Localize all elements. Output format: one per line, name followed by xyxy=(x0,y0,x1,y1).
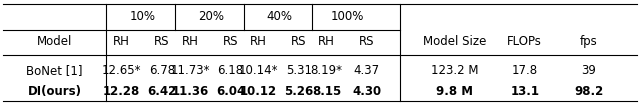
Text: RS: RS xyxy=(223,35,238,48)
Text: 123.2 M: 123.2 M xyxy=(431,64,478,77)
Text: 11.73*: 11.73* xyxy=(170,64,210,77)
Text: 6.78: 6.78 xyxy=(149,64,175,77)
Text: 6.04: 6.04 xyxy=(216,85,245,98)
Text: 10%: 10% xyxy=(130,10,156,23)
Text: 100%: 100% xyxy=(331,10,364,23)
Text: BoNet [1]: BoNet [1] xyxy=(26,64,83,77)
Text: RS: RS xyxy=(154,35,170,48)
Text: RH: RH xyxy=(318,35,335,48)
Text: 5.26: 5.26 xyxy=(284,85,314,98)
Text: FLOPs: FLOPs xyxy=(508,35,542,48)
Text: 39: 39 xyxy=(581,64,596,77)
Text: 12.28: 12.28 xyxy=(103,85,140,98)
Text: 10.14*: 10.14* xyxy=(239,64,278,77)
Text: Model: Model xyxy=(36,35,72,48)
Text: 8.15: 8.15 xyxy=(312,85,341,98)
Text: RS: RS xyxy=(359,35,374,48)
Text: RS: RS xyxy=(291,35,307,48)
Text: DI(ours): DI(ours) xyxy=(28,85,81,98)
Text: RH: RH xyxy=(113,35,130,48)
Text: 40%: 40% xyxy=(267,10,292,23)
Text: 10.12: 10.12 xyxy=(240,85,277,98)
Text: 6.18: 6.18 xyxy=(218,64,243,77)
Text: 6.42: 6.42 xyxy=(147,85,177,98)
Text: 4.37: 4.37 xyxy=(354,64,380,77)
Text: Model Size: Model Size xyxy=(422,35,486,48)
Text: 8.19*: 8.19* xyxy=(310,64,342,77)
Text: 9.8 M: 9.8 M xyxy=(436,85,473,98)
Text: 4.30: 4.30 xyxy=(352,85,381,98)
Text: fps: fps xyxy=(580,35,598,48)
Text: 11.36: 11.36 xyxy=(172,85,209,98)
Text: RH: RH xyxy=(182,35,198,48)
Text: 5.31: 5.31 xyxy=(286,64,312,77)
Text: RH: RH xyxy=(250,35,267,48)
Text: 12.65*: 12.65* xyxy=(102,64,141,77)
Text: 98.2: 98.2 xyxy=(574,85,604,98)
Text: 20%: 20% xyxy=(198,10,224,23)
Text: 17.8: 17.8 xyxy=(512,64,538,77)
Text: 13.1: 13.1 xyxy=(510,85,540,98)
